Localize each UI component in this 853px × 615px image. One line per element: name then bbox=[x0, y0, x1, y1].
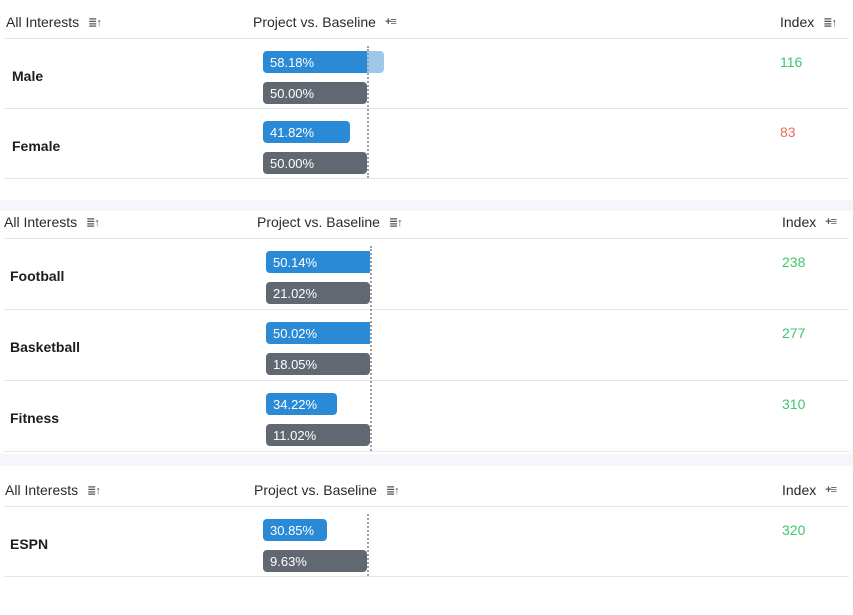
header-project-vs-baseline[interactable]: Project vs. Baseline ≣↑ bbox=[257, 214, 403, 230]
header-all-interests-label: All Interests bbox=[6, 14, 80, 30]
project-bar: 50.14% bbox=[266, 251, 370, 273]
chart-panel: All Interests ≣↑ Project vs. Baseline ≣↑ Ind… bbox=[0, 466, 853, 615]
baseline-bar: 50.00% bbox=[263, 82, 367, 104]
row-label: Fitness bbox=[10, 410, 60, 426]
header-index-label: Index bbox=[780, 14, 815, 30]
chart-panel: All Interests ≣↑ Project vs. Baseline +≡ Ind… bbox=[0, 0, 853, 200]
baseline-divider bbox=[367, 46, 369, 178]
row-divider bbox=[4, 309, 849, 310]
row-label: Basketball bbox=[10, 339, 81, 355]
index-value: 83 bbox=[780, 124, 796, 140]
header-divider bbox=[4, 38, 849, 39]
header-project-vs-baseline-label: Project vs. Baseline bbox=[257, 214, 380, 230]
row-label: Female bbox=[12, 138, 61, 154]
baseline-bar: 50.00% bbox=[263, 152, 367, 174]
row-divider bbox=[4, 178, 849, 179]
index-value: 320 bbox=[782, 522, 806, 538]
header-divider bbox=[4, 238, 849, 239]
row-label: Male bbox=[12, 68, 44, 84]
sort-desc-icon[interactable]: ≣↑ bbox=[823, 16, 837, 29]
sort-desc-icon[interactable]: ≣↑ bbox=[88, 16, 102, 29]
baseline-bar: 9.63% bbox=[263, 550, 367, 572]
header-all-interests-label: All Interests bbox=[5, 482, 79, 498]
header-index[interactable]: Index +≡ bbox=[782, 482, 837, 498]
sort-desc-icon[interactable]: ≣↑ bbox=[388, 216, 403, 229]
baseline-bar: 21.02% bbox=[266, 282, 370, 304]
row-divider bbox=[4, 380, 849, 381]
project-bar: 41.82% bbox=[263, 121, 350, 143]
sort-desc-icon[interactable]: ≣↑ bbox=[86, 216, 100, 229]
chart-panel: All Interests ≣↑ Project vs. Baseline ≣↑ Ind… bbox=[0, 211, 853, 454]
sort-asc-icon[interactable]: +≡ bbox=[825, 484, 837, 496]
header-project-vs-baseline[interactable]: Project vs. Baseline +≡ bbox=[253, 14, 397, 30]
header-index[interactable]: Index ≣↑ bbox=[780, 14, 837, 30]
index-value: 116 bbox=[780, 54, 803, 70]
header-divider bbox=[4, 506, 849, 507]
header-all-interests[interactable]: All Interests ≣↑ bbox=[6, 14, 102, 30]
project-bar: 34.22% bbox=[266, 393, 338, 415]
header-all-interests[interactable]: All Interests ≣↑ bbox=[5, 482, 101, 498]
header-project-vs-baseline-label: Project vs. Baseline bbox=[254, 482, 377, 498]
project-bar: 50.02% bbox=[266, 322, 370, 344]
row-label: ESPN bbox=[10, 536, 49, 552]
header-all-interests-label: All Interests bbox=[4, 214, 78, 230]
sort-asc-icon[interactable]: +≡ bbox=[384, 16, 397, 28]
baseline-divider bbox=[370, 246, 372, 451]
index-value: 277 bbox=[782, 325, 806, 341]
row-divider bbox=[4, 576, 849, 577]
baseline-bar: 18.05% bbox=[266, 353, 370, 375]
header-all-interests[interactable]: All Interests ≣↑ bbox=[4, 214, 100, 230]
header-project-vs-baseline[interactable]: Project vs. Baseline ≣↑ bbox=[254, 482, 400, 498]
baseline-divider bbox=[367, 514, 369, 576]
project-bar: 58.18% bbox=[263, 51, 367, 73]
row-label: Football bbox=[10, 268, 65, 284]
header-index-label: Index bbox=[782, 482, 817, 498]
header-project-vs-baseline-label: Project vs. Baseline bbox=[253, 14, 376, 30]
sort-asc-icon[interactable]: +≡ bbox=[825, 216, 837, 228]
project-bar: 30.85% bbox=[263, 519, 328, 541]
sort-desc-icon[interactable]: ≣↑ bbox=[87, 484, 101, 497]
row-divider bbox=[4, 451, 849, 452]
index-value: 310 bbox=[782, 396, 806, 412]
index-value: 238 bbox=[782, 254, 806, 270]
header-index-label: Index bbox=[782, 214, 817, 230]
row-divider bbox=[4, 108, 849, 109]
baseline-bar: 11.02% bbox=[266, 424, 370, 446]
header-index[interactable]: Index +≡ bbox=[782, 214, 837, 230]
sort-desc-icon[interactable]: ≣↑ bbox=[385, 484, 400, 497]
